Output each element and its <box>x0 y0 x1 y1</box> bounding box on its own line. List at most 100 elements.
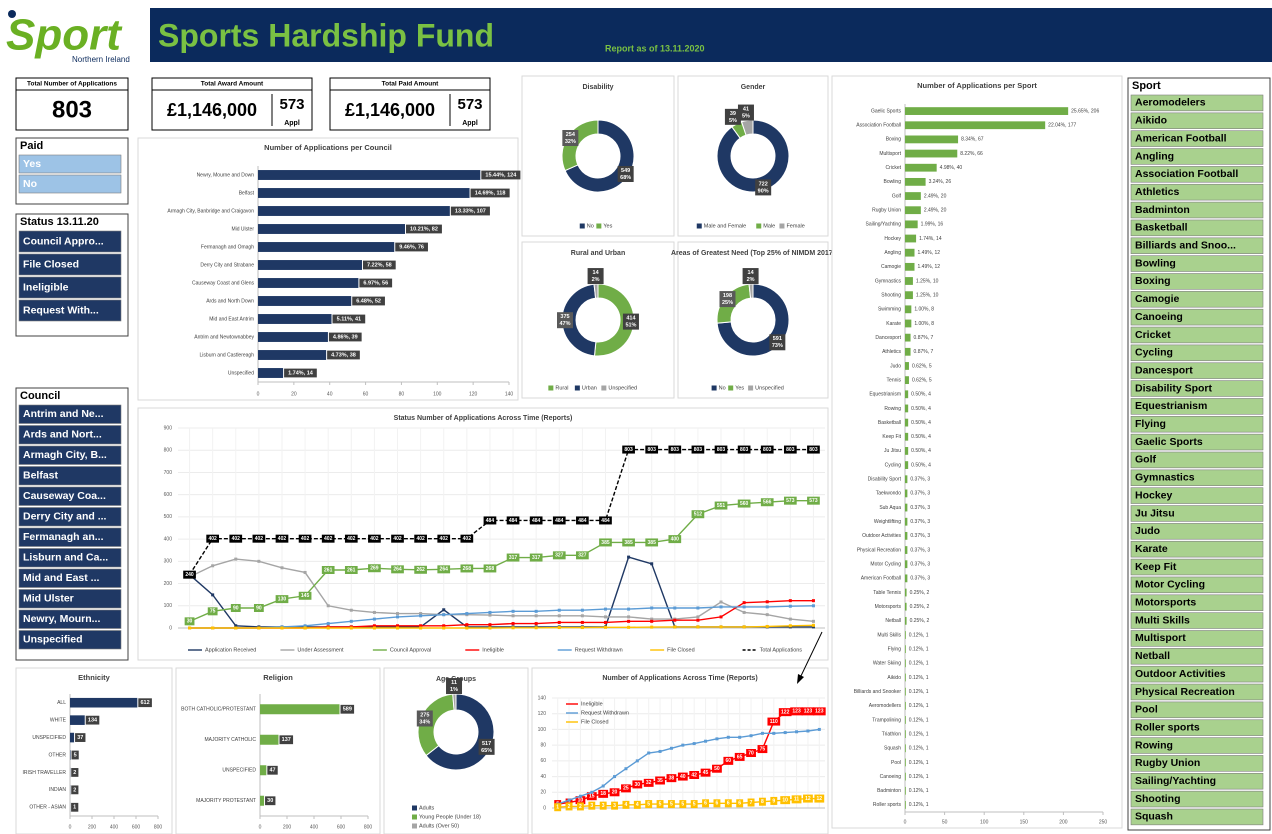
category-label: Triathlon <box>882 731 901 737</box>
category-label: Ards and North Down <box>206 298 254 304</box>
series-line <box>189 605 814 629</box>
data-label: 1.99%, 16 <box>921 222 944 228</box>
data-label: 803 <box>671 447 680 453</box>
slicer-item-label[interactable]: Netball <box>1135 650 1170 662</box>
slicer-item-label[interactable]: Physical Recreation <box>1135 686 1235 698</box>
slicer-item-label[interactable]: Roller sports <box>1135 721 1200 733</box>
slicer-item-label[interactable]: Belfast <box>23 470 59 482</box>
slicer-item-label[interactable]: Council Appro... <box>23 235 104 247</box>
slicer-item-label[interactable]: Squash <box>1135 811 1173 823</box>
data-label: 484 <box>486 518 495 524</box>
data-label: 0.25%, 2 <box>910 618 930 624</box>
bar <box>905 744 906 753</box>
slicer-item-label[interactable]: Billiards and Snoo... <box>1135 240 1236 252</box>
marker <box>257 626 261 630</box>
slicer-item-label[interactable]: Keep Fit <box>1135 561 1177 573</box>
marker <box>326 604 330 608</box>
slicer-item-label[interactable]: Ju Jitsu <box>1135 507 1175 519</box>
slicer-item-label[interactable]: Dancesport <box>1135 364 1193 376</box>
slicer-item-label[interactable]: Mid Ulster <box>23 593 74 605</box>
data-label-bg <box>702 799 710 808</box>
slicer-item-label[interactable]: Canoeing <box>1135 311 1183 323</box>
marker <box>234 557 238 561</box>
slicer-item-label[interactable]: Equestrianism <box>1135 400 1207 412</box>
slicer-item-label[interactable]: Pool <box>1135 704 1158 716</box>
slicer-item-label[interactable]: Yes <box>23 158 41 170</box>
slicer-item-label[interactable]: Aikido <box>1135 115 1167 127</box>
legend-swatch <box>728 385 734 391</box>
marker <box>488 626 492 630</box>
data-label: 484 <box>555 518 564 524</box>
slicer-item-label[interactable]: Disability Sport <box>1135 382 1213 394</box>
data-label-bg <box>656 800 664 809</box>
data-label: 0.12%, 1 <box>909 717 929 723</box>
slicer-item-label[interactable]: American Football <box>1135 132 1227 144</box>
slicer-item-label[interactable]: Basketball <box>1135 222 1188 234</box>
slicer-item-label[interactable]: Ineligible <box>23 281 69 293</box>
slicer-item-label[interactable]: Rowing <box>1135 739 1173 751</box>
slicer-item-label[interactable]: Antrim and Ne... <box>23 408 104 420</box>
chart-panel <box>521 75 675 237</box>
marker <box>760 731 764 735</box>
marker <box>749 734 753 738</box>
slicer-item-label[interactable]: Karate <box>1135 543 1168 555</box>
slicer-item-label[interactable]: Lisburn and Ca... <box>23 552 108 564</box>
slicer-item-label[interactable]: Judo <box>1135 525 1160 537</box>
data-label-bg <box>359 278 393 288</box>
data-label: 240 <box>185 572 194 578</box>
bar <box>905 262 915 271</box>
data-label: 8.34%, 67 <box>961 137 984 143</box>
slicer-item-label[interactable]: Aeromodelers <box>1135 97 1206 109</box>
bar <box>905 163 937 172</box>
slicer-item-label[interactable]: Shooting <box>1135 793 1181 805</box>
marker <box>692 742 696 746</box>
slicer-item-label[interactable]: Ards and Nort... <box>23 429 102 441</box>
data-label: 484 <box>509 518 518 524</box>
legend-swatch <box>756 223 762 229</box>
bar <box>905 645 906 654</box>
slicer-item-label[interactable]: Causeway Coa... <box>23 490 106 502</box>
slicer-item-label[interactable]: Association Football <box>1135 168 1238 180</box>
slicer-item-label[interactable]: Gaelic Sports <box>1135 436 1203 448</box>
category-label: Armagh City, Banbridge and Craigavon <box>167 208 254 214</box>
slicer-item-label[interactable]: Badminton <box>1135 204 1190 216</box>
data-label: 2 <box>568 804 571 810</box>
slicer-item-label[interactable]: Motorsports <box>1135 597 1196 609</box>
slicer-item-label[interactable]: Golf <box>1135 454 1156 466</box>
slicer-item-label[interactable]: File Closed <box>23 258 79 270</box>
slicer-item-label[interactable]: Camogie <box>1135 293 1180 305</box>
slicer-item-label[interactable]: Multisport <box>1135 632 1186 644</box>
slicer-item-label[interactable]: Fermanagh an... <box>23 531 104 543</box>
slicer-item-label[interactable]: Newry, Mourn... <box>23 613 100 625</box>
category-label: Unspecified <box>228 370 254 376</box>
slicer-item-label[interactable]: Unspecified <box>23 634 83 646</box>
slicer-item-label[interactable]: Athletics <box>1135 186 1180 198</box>
bar <box>905 687 906 696</box>
slicer-item-label[interactable]: Sailing/Yachting <box>1135 775 1216 787</box>
category-label: Sailing/Yachting <box>866 222 902 228</box>
slicer-item-label[interactable]: Cycling <box>1135 347 1173 359</box>
slicer-item-label[interactable]: Gymnastics <box>1135 472 1195 484</box>
slicer-item-label[interactable]: Flying <box>1135 418 1166 430</box>
slicer-item-label[interactable]: Boxing <box>1135 275 1171 287</box>
slicer-item-label[interactable]: No <box>23 178 37 190</box>
marker <box>511 609 515 613</box>
marker <box>673 625 677 629</box>
data-label-bg <box>632 780 643 789</box>
slicer-item-label[interactable]: Armagh City, B... <box>23 449 107 461</box>
slicer-item-label[interactable]: Cricket <box>1135 329 1171 341</box>
slicer-item-label[interactable]: Bowling <box>1135 257 1176 269</box>
slicer-item-label[interactable]: Derry City and ... <box>23 511 107 523</box>
slicer-item <box>1130 183 1264 201</box>
slicer-item-label[interactable]: Rugby Union <box>1135 757 1200 769</box>
slicer-item-label[interactable]: Hockey <box>1135 489 1173 501</box>
slicer-item-label[interactable]: Mid and East ... <box>23 572 100 584</box>
marker <box>696 615 700 619</box>
data-label-bg <box>668 535 682 544</box>
slicer-item-label[interactable]: Request With... <box>23 304 99 316</box>
bar <box>905 602 907 611</box>
slicer-item-label[interactable]: Motor Cycling <box>1135 579 1205 591</box>
slicer-item-label[interactable]: Angling <box>1135 150 1174 162</box>
slicer-item-label[interactable]: Outdoor Activities <box>1135 668 1226 680</box>
slicer-item-label[interactable]: Multi Skills <box>1135 614 1190 626</box>
